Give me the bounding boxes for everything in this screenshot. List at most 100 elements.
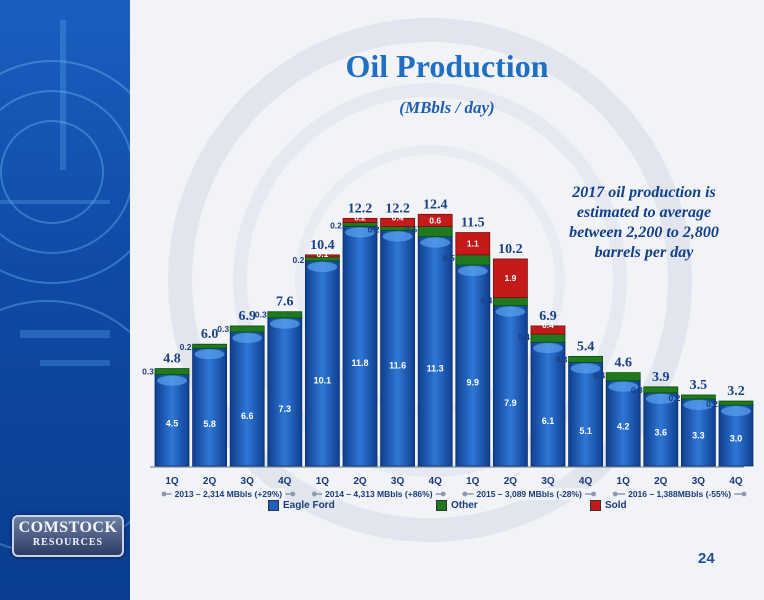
bar-other <box>455 254 491 266</box>
x-tick-label: 2Q <box>203 476 217 487</box>
bar-other-label: 0.2 <box>706 399 718 409</box>
bar-total-label: 7.6 <box>276 295 294 310</box>
bar-eagle-ford-cap <box>232 333 263 344</box>
bar-other-label: 0.3 <box>255 310 267 320</box>
x-tick-label: 1Q <box>617 476 631 487</box>
legend-swatch-other <box>436 500 447 511</box>
bar-eagle-ford-cap <box>608 381 639 392</box>
bar-other <box>154 368 190 376</box>
bar-total-label: 12.2 <box>385 201 410 216</box>
year-group-label: 2014 – 4,313 MBbls (+86%) <box>325 489 433 499</box>
bar-eagle-ford-label: 7.9 <box>504 398 517 408</box>
year-group-dot-end <box>290 491 296 497</box>
bar-other-label: 0.2 <box>330 220 342 230</box>
bar-eagle-ford-label: 4.5 <box>166 418 179 428</box>
bar-total-label: 11.5 <box>461 216 485 231</box>
bar-eagle-ford <box>192 347 228 467</box>
bar-other-label: 0.3 <box>631 385 643 395</box>
bar-eagle-ford-label: 3.0 <box>730 434 743 444</box>
bar-eagle-ford-label: 11.3 <box>427 363 444 373</box>
bar-other-label: 0.2 <box>368 224 380 234</box>
bar-eagle-ford <box>643 392 679 467</box>
bar-eagle-ford-cap <box>269 318 300 329</box>
x-tick-label: 4Q <box>429 476 443 487</box>
x-tick-label: 2Q <box>654 476 668 487</box>
bar-other <box>192 343 228 349</box>
production-estimate-note: 2017 oil production is estimated to aver… <box>569 184 719 261</box>
year-group-dot-start <box>462 491 468 497</box>
bar-eagle-ford-label: 4.2 <box>617 421 630 431</box>
x-tick-label: 3Q <box>692 476 706 487</box>
bar-sold <box>455 232 491 256</box>
bar-eagle-ford-cap <box>495 306 526 317</box>
bar-eagle-ford-cap <box>533 343 563 354</box>
year-group-dot-end <box>591 491 596 497</box>
legend-swatch-sold <box>590 500 601 511</box>
bar-sold-label: 0.4 <box>542 320 554 330</box>
legend-label-eagle-ford: Eagle Ford <box>283 500 335 511</box>
comstock-logo: COMSTOCK RESOURCES <box>12 515 124 557</box>
bar-total-label: 6.9 <box>539 309 557 324</box>
year-group-dot-end <box>440 491 446 497</box>
x-tick-label: 1Q <box>165 476 179 487</box>
bar-other <box>530 333 566 343</box>
bar-eagle-ford-cap <box>194 349 225 360</box>
bar-sold <box>417 213 453 227</box>
bar-eagle-ford-label: 6.6 <box>241 411 254 421</box>
bar-other-label: 0.4 <box>480 296 492 306</box>
bar-total-label: 12.4 <box>423 197 448 212</box>
x-tick-label: 2Q <box>353 476 367 487</box>
year-group-label: 2013 – 2,314 MBbls (+29%) <box>175 489 283 499</box>
bar-other <box>605 372 641 382</box>
bar-sold-label: 1.1 <box>467 239 479 249</box>
page-number: 24 <box>698 550 715 567</box>
bar-other-label: 0.2 <box>292 255 304 265</box>
bar-eagle-ford-label: 11.8 <box>351 358 368 368</box>
bar-other-label: 0.5 <box>405 224 417 234</box>
bar-sold <box>492 258 528 298</box>
bar-other <box>229 325 265 333</box>
x-tick-label: 3Q <box>391 476 405 487</box>
bar-total-label: 12.2 <box>348 201 373 216</box>
bar-eagle-ford-label: 5.1 <box>579 426 592 436</box>
bar-eagle-ford-label: 3.6 <box>655 427 668 437</box>
bar-total-label: 3.2 <box>727 384 745 399</box>
bar-eagle-ford <box>342 226 378 467</box>
bar-eagle-ford <box>154 374 190 467</box>
bar-total-label: 3.9 <box>652 370 670 385</box>
bar-eagle-ford <box>492 305 528 467</box>
year-group-label-bg <box>473 488 586 500</box>
bar-eagle-ford-cap <box>721 406 751 417</box>
year-group-dot-end <box>741 491 747 497</box>
page-subtitle: (MBbls / day) <box>399 98 495 117</box>
bar-eagle-ford-label: 10.1 <box>314 375 332 385</box>
bar-eagle-ford-cap <box>683 400 714 411</box>
bar-eagle-ford <box>267 317 303 467</box>
bar-eagle-ford-cap <box>382 231 413 242</box>
bar-total-label: 6.9 <box>238 309 256 324</box>
bar-eagle-ford <box>229 331 265 467</box>
bar-other <box>681 394 716 400</box>
legend-label-other: Other <box>451 500 478 511</box>
bar-sold-label: 0.4 <box>392 212 404 222</box>
bar-total-label: 10.2 <box>498 242 523 257</box>
legend-item-sold: Sold <box>590 500 627 511</box>
bar-total-label: 10.4 <box>310 238 335 253</box>
logo-line2: RESOURCES <box>32 537 104 548</box>
bar-sold <box>342 217 378 223</box>
bar-other <box>643 386 679 394</box>
bar-other <box>492 297 528 307</box>
bar-eagle-ford-cap <box>420 237 451 248</box>
bar-eagle-ford <box>568 362 603 467</box>
bar-sold-label: 1.9 <box>504 273 516 283</box>
bar-eagle-ford-cap <box>157 375 187 386</box>
x-tick-label: 2Q <box>504 476 518 487</box>
bar-eagle-ford <box>417 236 453 467</box>
bar-other-label: 0.4 <box>518 332 530 342</box>
bar-eagle-ford-cap <box>345 227 375 238</box>
year-group-label-bg <box>322 488 436 500</box>
x-tick-label: 1Q <box>466 476 480 487</box>
bar-eagle-ford-cap <box>570 363 601 374</box>
x-tick-label: 4Q <box>729 476 743 487</box>
